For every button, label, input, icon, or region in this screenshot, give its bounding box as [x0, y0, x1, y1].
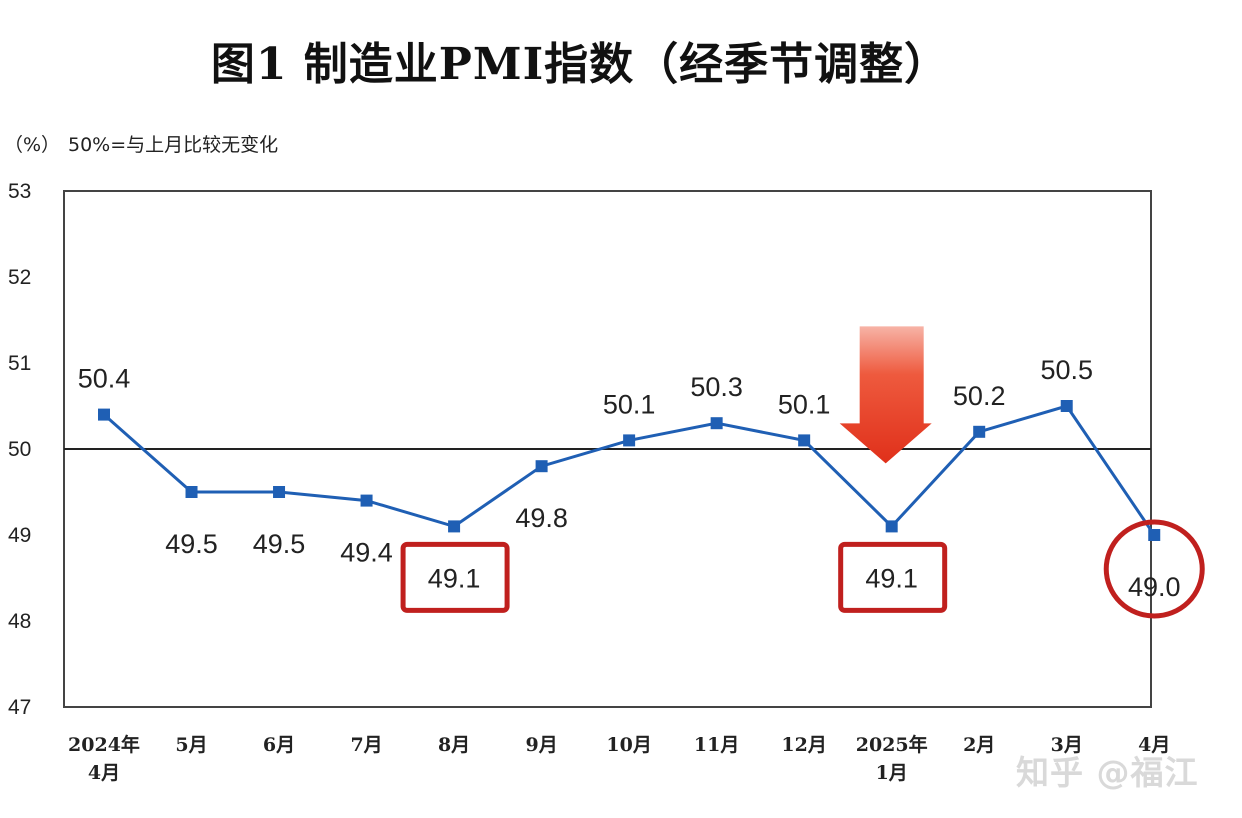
data-label: 49.5 [165, 529, 218, 559]
data-label: 49.4 [340, 538, 393, 568]
data-point [98, 408, 110, 421]
x-tick-label: 2025年 [856, 733, 928, 756]
data-point [623, 434, 636, 447]
data-label: 49.5 [253, 529, 306, 559]
data-label: 50.5 [1040, 355, 1093, 385]
x-tick-label: 4月 [88, 762, 120, 784]
x-tick-label: 12月 [781, 734, 826, 756]
data-label: 49.1 [428, 563, 481, 593]
y-tick-label: 50 [8, 438, 31, 461]
data-label: 50.2 [953, 381, 1006, 411]
highlight-box [838, 541, 948, 613]
y-tick-label: 48 [8, 610, 31, 633]
x-tick-label: 9月 [525, 734, 557, 756]
down-arrow-icon [839, 326, 932, 464]
data-point [798, 434, 811, 447]
data-label: 49.1 [865, 563, 918, 593]
x-tick-label: 11月 [694, 734, 739, 756]
chart-title: 图1 制造业PMI指数（经季节调整） [210, 39, 950, 90]
y-tick-label: 47 [8, 696, 31, 719]
x-tick-label: 5月 [175, 734, 207, 756]
data-point [1148, 529, 1161, 541]
x-tick-label: 4月 [1138, 734, 1170, 756]
data-point [535, 460, 548, 473]
data-label: 50.4 [78, 364, 131, 394]
x-tick-label: 3月 [1051, 734, 1083, 756]
data-point [185, 486, 198, 498]
reference-note: 50%=与上月比较无变化 [68, 134, 279, 156]
watermark: 知乎 @福江 [1016, 753, 1199, 792]
data-point [273, 486, 286, 498]
y-tick-label: 49 [8, 524, 31, 547]
data-label: 50.1 [778, 389, 831, 419]
data-point [710, 417, 723, 430]
data-point [885, 520, 898, 533]
data-label: 49.0 [1128, 572, 1181, 602]
y-axis-unit-label: （%） [4, 134, 61, 156]
data-point [1060, 400, 1073, 412]
y-tick-label: 53 [8, 180, 31, 203]
x-tick-label: 1月 [876, 762, 908, 784]
x-tick-label: 2月 [963, 734, 995, 756]
data-label: 49.8 [515, 503, 568, 533]
x-tick-label: 7月 [350, 734, 382, 756]
data-point [448, 520, 461, 533]
y-tick-label: 52 [8, 266, 31, 289]
x-tick-label: 2024年 [68, 733, 140, 756]
x-tick-label: 8月 [438, 734, 470, 756]
series-line [103, 404, 1156, 536]
y-tick-label: 51 [8, 352, 31, 375]
x-tick-label: 10月 [606, 734, 651, 756]
data-label: 50.1 [603, 389, 656, 419]
data-point [360, 494, 373, 507]
data-label: 50.3 [690, 372, 743, 402]
highlight-circle [1103, 519, 1205, 619]
data-point [973, 425, 986, 438]
x-tick-label: 6月 [263, 734, 295, 756]
highlight-box [400, 541, 510, 613]
